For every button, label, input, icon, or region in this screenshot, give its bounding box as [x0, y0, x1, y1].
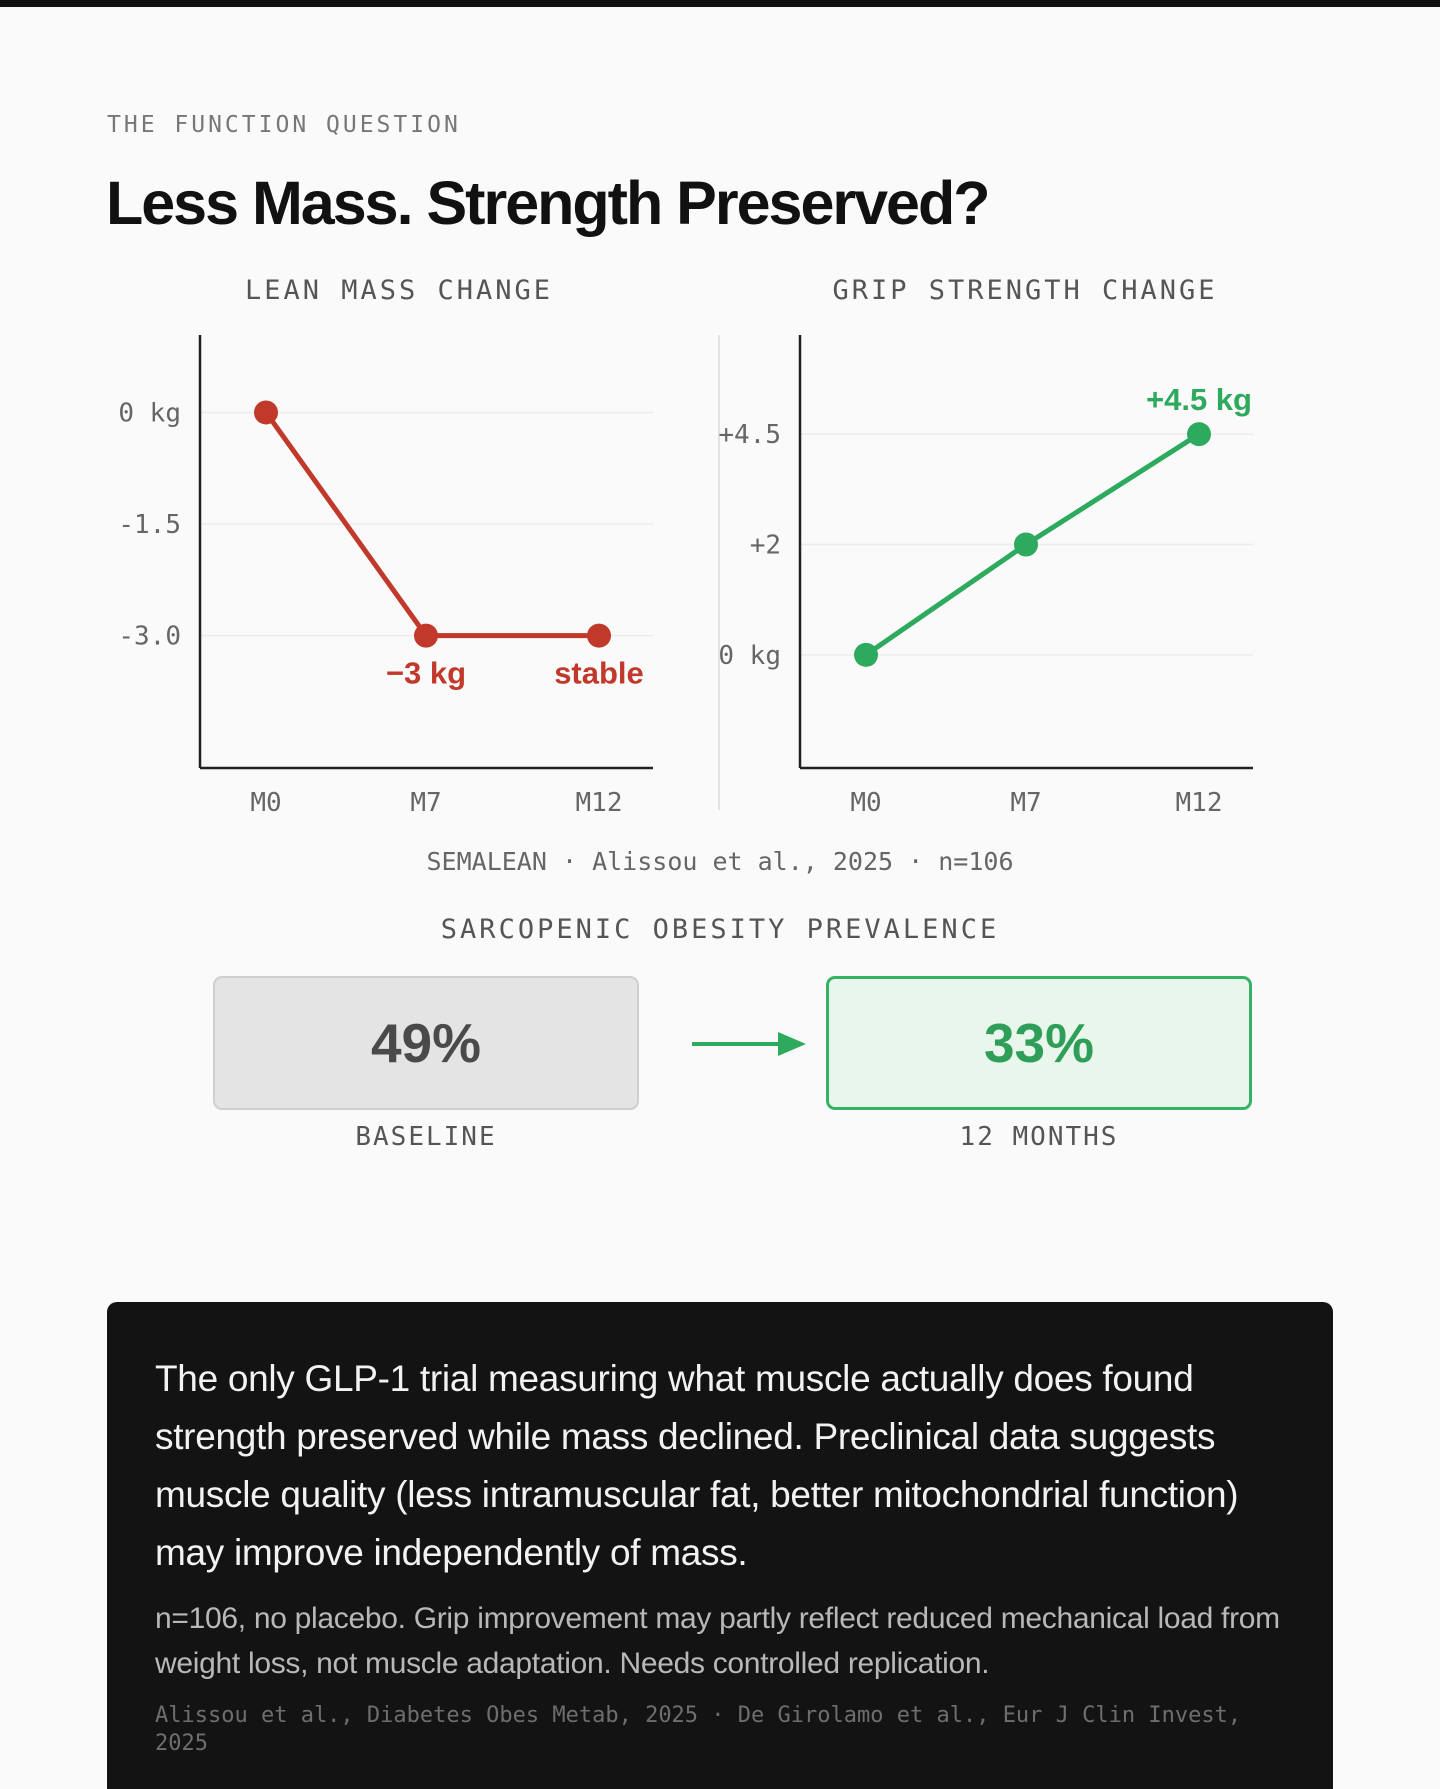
baseline-value: 49%	[370, 1012, 482, 1074]
prevalence-title: SARCOPENIC OBESITY PREVALENCE	[440, 914, 1000, 945]
lean-mass-data-point	[587, 623, 611, 648]
lean-mass-data-label: −3 kg	[386, 656, 466, 691]
baseline-value-box: 49%	[213, 976, 639, 1110]
lean-mass-xtick-label: M12	[576, 788, 623, 818]
source-citation: SEMALEAN · Alissou et al., 2025 · n=106	[427, 847, 1014, 876]
page-title: Less Mass. Strength Preserved?	[106, 169, 990, 237]
twelve-month-label: 12 MONTHS	[959, 1122, 1119, 1152]
grip-strength-data-point	[854, 642, 878, 667]
callout-references: Alissou et al., Diabetes Obes Metab, 202…	[155, 1703, 1242, 1756]
twelve-month-value-box: 33%	[826, 976, 1252, 1110]
top-border	[0, 0, 1440, 7]
right-arrow-icon	[692, 1032, 806, 1056]
twelve-month-value: 33%	[983, 1012, 1095, 1074]
lean-mass-data-point	[414, 623, 438, 648]
charts-area: LEAN MASS CHANGE 0 kg -1.5 -3.0 M0 M7 M12 −3…	[118, 275, 1253, 876]
grip-strength-data-point	[1187, 422, 1211, 447]
grip-strength-ytick-label: +4.5	[718, 420, 781, 450]
grip-strength-xtick-label: M0	[850, 788, 881, 818]
lean-mass-ytick-label: -1.5	[118, 510, 181, 540]
lean-mass-ytick-label: 0 kg	[118, 398, 181, 428]
summary-callout: The only GLP-1 trial measuring what musc…	[107, 1302, 1333, 1789]
callout-main-text: The only GLP-1 trial measuring what musc…	[155, 1358, 1239, 1573]
eyebrow-label: THE FUNCTION QUESTION	[107, 112, 461, 138]
baseline-label: BASELINE	[355, 1122, 497, 1152]
lean-mass-ytick-label: -3.0	[118, 622, 181, 652]
lean-mass-xtick-label: M0	[250, 788, 281, 818]
grip-strength-data-point	[1014, 532, 1038, 557]
grip-strength-ytick-label: +2	[750, 531, 781, 561]
lean-mass-data-label: stable	[554, 656, 644, 691]
grip-strength-chart: GRIP STRENGTH CHANGE 0 kg+2+4.5 M0 M7 M12 …	[718, 275, 1253, 818]
grip-strength-xtick-label: M12	[1176, 788, 1223, 818]
lean-mass-xtick-label: M7	[410, 788, 441, 818]
grip-strength-chart-title: GRIP STRENGTH CHANGE	[832, 275, 1217, 306]
grip-strength-data-label: +4.5 kg	[1146, 382, 1252, 417]
lean-mass-chart: LEAN MASS CHANGE 0 kg -1.5 -3.0 M0 M7 M12 −3…	[118, 275, 653, 818]
grip-strength-ytick-label: 0 kg	[718, 641, 781, 671]
lean-mass-chart-title: LEAN MASS CHANGE	[245, 275, 553, 306]
grip-strength-xtick-label: M7	[1010, 788, 1041, 818]
callout-caveat-text: n=106, no placebo. Grip improvement may …	[155, 1602, 1280, 1680]
lean-mass-data-point	[254, 400, 278, 425]
